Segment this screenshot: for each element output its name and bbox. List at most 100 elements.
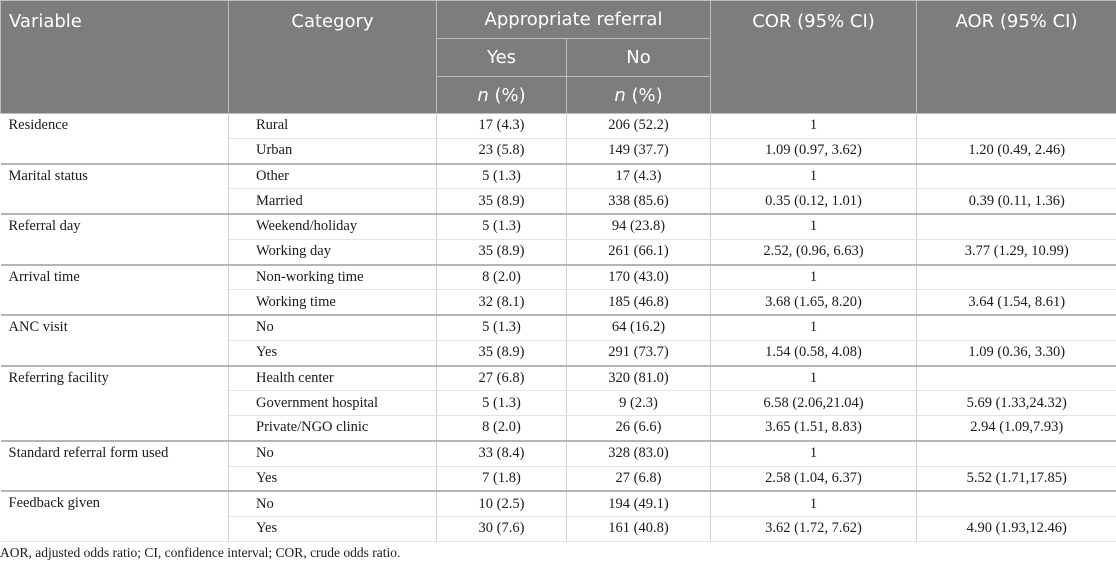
- cor-cell: 2.58 (1.04, 6.37): [710, 466, 917, 492]
- yes-count-cell: 35 (8.9): [436, 340, 567, 367]
- variable-cell: Arrival time: [0, 263, 229, 316]
- header-aor: AOR (95% CI): [916, 0, 1116, 114]
- table-row: Private/NGO clinic 8 (2.0) 26 (6.6) 3.65 (1…: [1, 415, 1116, 442]
- no-count-cell: 194 (49.1): [566, 490, 711, 518]
- header-yes: Yes: [436, 38, 567, 77]
- yes-count-cell: 27 (6.8): [436, 364, 567, 392]
- no-count-cell: 261 (66.1): [566, 239, 711, 266]
- table-body: Residence Rural 17 (4.3) 206 (52.2) 1 Urban 23…: [0, 113, 1116, 542]
- variable-cell: Feedback given: [0, 490, 229, 542]
- header-category: Category: [228, 0, 437, 114]
- no-count-cell: 170 (43.0): [566, 263, 711, 291]
- variable-cell: ANC visit: [0, 314, 229, 366]
- table-row: Yes 30 (7.6) 161 (40.8) 3.62 (1.72, 7.62) 4.…: [1, 516, 1116, 542]
- yes-count-cell: 5 (1.3): [436, 313, 567, 341]
- category-cell: Weekend/holiday: [228, 212, 437, 240]
- aor-cell: 0.39 (0.11, 1.36): [916, 188, 1116, 215]
- category-cell: Yes: [228, 516, 437, 542]
- cor-cell: 1: [710, 113, 917, 139]
- variable-cell: Referral day: [0, 213, 229, 265]
- no-count-cell: 9 (2.3): [566, 390, 711, 416]
- cor-cell: 2.52, (0.96, 6.63): [710, 239, 917, 266]
- category-cell: Rural: [228, 113, 437, 139]
- category-cell: Married: [228, 188, 437, 215]
- aor-cell: 2.94 (1.09,7.93): [916, 415, 1116, 442]
- cor-cell: 1: [710, 263, 917, 291]
- table-row: Yes 7 (1.8) 27 (6.8) 2.58 (1.04, 6.37) 5.52 …: [1, 466, 1116, 492]
- yes-count-cell: 5 (1.3): [436, 162, 567, 190]
- cor-cell: 1: [710, 364, 917, 392]
- category-cell: Private/NGO clinic: [228, 415, 437, 442]
- table-header: Variable Category Appropriate referral C…: [0, 0, 1116, 114]
- aor-cell: 3.64 (1.54, 8.61): [916, 289, 1116, 316]
- header-appropriate-referral: Appropriate referral: [436, 0, 711, 39]
- aor-cell: 3.77 (1.29, 10.99): [916, 239, 1116, 266]
- category-cell: No: [228, 490, 437, 518]
- no-count-cell: 17 (4.3): [566, 162, 711, 190]
- aor-cell: [916, 439, 1116, 467]
- cor-cell: 1: [710, 313, 917, 341]
- aor-cell: 1.20 (0.49, 2.46): [916, 138, 1116, 165]
- no-count-cell: 64 (16.2): [566, 313, 711, 341]
- yes-count-cell: 8 (2.0): [436, 263, 567, 291]
- header-variable: Variable: [0, 0, 229, 114]
- yes-count-cell: 30 (7.6): [436, 516, 567, 542]
- no-count-cell: 338 (85.6): [566, 188, 711, 215]
- no-count-cell: 26 (6.6): [566, 415, 711, 442]
- table-row: Referring facility Health center 27 (6.8) 3…: [0, 364, 1116, 442]
- table-row: Government hospital 5 (1.3) 9 (2.3) 6.58 (2…: [1, 390, 1116, 416]
- cor-cell: 1.09 (0.97, 3.62): [710, 138, 917, 165]
- yes-count-cell: 8 (2.0): [436, 415, 567, 442]
- variable-cell: Standard referral form used: [0, 439, 229, 492]
- no-count-cell: 291 (73.7): [566, 340, 711, 367]
- cor-cell: 6.58 (2.06,21.04): [710, 390, 917, 416]
- table-row: Yes 35 (8.9) 291 (73.7) 1.54 (0.58, 4.08) 1.…: [1, 340, 1116, 367]
- category-cell: Government hospital: [228, 390, 437, 416]
- yes-count-cell: 35 (8.9): [436, 239, 567, 266]
- aor-cell: [916, 313, 1116, 341]
- aor-cell: [916, 113, 1116, 139]
- no-count-cell: 94 (23.8): [566, 212, 711, 240]
- cor-cell: 3.62 (1.72, 7.62): [710, 516, 917, 542]
- aor-cell: [916, 490, 1116, 518]
- n-symbol: n: [614, 84, 626, 106]
- odds-ratio-table: Variable Category Appropriate referral C…: [0, 0, 1116, 542]
- category-cell: Working time: [228, 289, 437, 316]
- cor-cell: 1: [710, 162, 917, 190]
- no-count-cell: 328 (83.0): [566, 439, 711, 467]
- yes-count-cell: 17 (4.3): [436, 113, 567, 139]
- aor-cell: [916, 263, 1116, 291]
- yes-count-cell: 23 (5.8): [436, 138, 567, 165]
- cor-cell: 1: [710, 212, 917, 240]
- table-footnote: AOR, adjusted odds ratio; CI, confidence…: [0, 545, 401, 560]
- variable-cell: Referring facility: [0, 364, 229, 442]
- aor-cell: 5.69 (1.33,24.32): [916, 390, 1116, 416]
- no-count-cell: 320 (81.0): [566, 364, 711, 392]
- category-cell: Other: [228, 162, 437, 190]
- table-row: Standard referral form used No 33 (8.4) 328…: [0, 439, 1116, 492]
- table-row: ANC visit No 5 (1.3) 64 (16.2) 1: [0, 313, 1116, 366]
- no-count-cell: 27 (6.8): [566, 466, 711, 492]
- n-symbol: n: [477, 84, 489, 106]
- cor-cell: 0.35 (0.12, 1.01): [710, 188, 917, 215]
- header-no: No: [566, 38, 711, 77]
- pct-label: (%): [625, 84, 663, 106]
- table-row: Working day 35 (8.9) 261 (66.1) 2.52, (0.96…: [1, 239, 1116, 266]
- category-cell: Yes: [228, 466, 437, 492]
- no-count-cell: 161 (40.8): [566, 516, 711, 542]
- yes-count-cell: 5 (1.3): [436, 212, 567, 240]
- category-cell: Non-working time: [228, 263, 437, 291]
- table-row: Residence Rural 17 (4.3) 206 (52.2) 1: [0, 113, 1116, 164]
- no-count-cell: 185 (46.8): [566, 289, 711, 316]
- category-cell: Yes: [228, 340, 437, 367]
- pct-label: (%): [488, 84, 526, 106]
- aor-cell: [916, 364, 1116, 392]
- table-row: Marital status Other 5 (1.3) 17 (4.3) 1: [0, 162, 1116, 215]
- yes-count-cell: 10 (2.5): [436, 490, 567, 518]
- no-count-cell: 149 (37.7): [566, 138, 711, 165]
- header-n-pct-no: n (%): [566, 76, 711, 114]
- aor-cell: 4.90 (1.93,12.46): [916, 516, 1116, 542]
- yes-count-cell: 32 (8.1): [436, 289, 567, 316]
- category-cell: Urban: [228, 138, 437, 165]
- aor-cell: [916, 162, 1116, 190]
